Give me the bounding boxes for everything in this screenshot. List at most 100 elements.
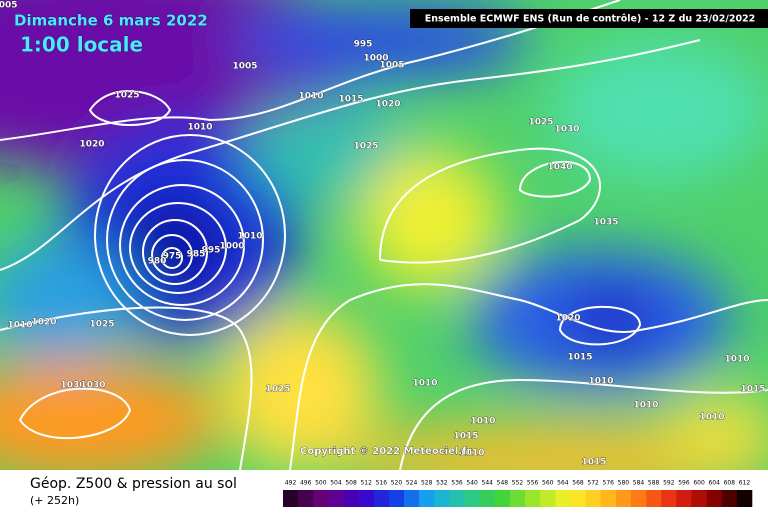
header-box (410, 9, 768, 28)
isobar-label: 1030 (80, 381, 105, 391)
color-swatch (509, 490, 526, 507)
field: 1005995100010051005102510101015102010101… (0, 0, 768, 470)
date: Dimanche 6 mars 2022 (14, 12, 208, 30)
isobar-label: 1025 (353, 142, 378, 152)
isobar-label: 1030 (60, 381, 85, 391)
isobar-label: 1015 (740, 385, 765, 395)
colorbar-label: 580 (618, 480, 630, 487)
color-swatch (736, 490, 753, 507)
color-swatch (328, 490, 344, 507)
isobar-label: 1010 (298, 92, 323, 102)
isobar-label: 1010 (588, 377, 613, 387)
colorbar-label: 556 (527, 480, 539, 487)
isobar-label: 1010 (470, 417, 495, 427)
colorbar-label: 548 (497, 480, 509, 487)
isobar-label: 1035 (593, 218, 618, 228)
color-swatch (419, 490, 435, 507)
color-swatch (494, 490, 511, 507)
color-swatch (600, 490, 617, 507)
isobar-label: 1010 (633, 401, 658, 411)
color-swatch (373, 490, 390, 507)
colorbar-label: 604 (708, 480, 720, 487)
color-swatch (646, 490, 662, 507)
time: 1:00 locale (20, 33, 143, 57)
isobar-label: 1025 (265, 385, 290, 395)
footer-title: Géop. Z500 & pression au sol (30, 476, 237, 492)
colorbar-label: 608 (724, 480, 736, 487)
lead-time: (+ 252h) (30, 494, 79, 507)
isobar-label: 1040 (547, 163, 572, 173)
isobar-label: 1010 (724, 355, 749, 365)
isobar-label: 1015 (581, 458, 606, 468)
isobar-label: 975 (163, 252, 182, 262)
colorbar-label: 584 (633, 480, 645, 487)
colorbar-label: 492 (285, 480, 297, 487)
color-swatch (343, 490, 359, 507)
color-swatch (721, 490, 738, 507)
isobar-label: 1010 (7, 321, 32, 331)
color-swatch (388, 490, 405, 507)
colorbar-label: 508 (345, 480, 357, 487)
color-swatch (313, 490, 329, 507)
copyright: Copyright © 2022 Meteociel.fr (300, 446, 471, 457)
isobar-label: 1020 (555, 314, 580, 324)
isobar-label: 1020 (79, 140, 104, 150)
colorbar-label: 596 (678, 480, 690, 487)
color-swatch (464, 490, 480, 507)
isobar-label: 1000 (363, 54, 388, 64)
isobar-label: 1010 (187, 123, 212, 133)
isobar-label: 1015 (453, 432, 478, 442)
color-swatch (661, 490, 677, 507)
color-swatch (570, 490, 586, 507)
colorbar-label: 536 (451, 480, 463, 487)
colorbar-label: 532 (436, 480, 448, 487)
isobar-label: 980 (148, 257, 167, 267)
isobar-label: 1020 (31, 318, 56, 328)
isobar-label: 1030 (554, 125, 579, 135)
colorbar: 492 496 500 504 508 512 516 520 524 528 532 536 540 5… (283, 480, 753, 507)
isobar-label: 1005 (379, 61, 404, 71)
colorbar-label: 600 (693, 480, 705, 487)
colorbar-label: 592 (663, 480, 675, 487)
color-swatch (404, 490, 420, 507)
isobar-label: 1010 (459, 449, 484, 459)
color-swatch (434, 490, 450, 507)
color-swatch (630, 490, 647, 507)
isobar-label: 995 (354, 40, 373, 50)
colorbar-label: 520 (391, 480, 403, 487)
color-swatch (358, 490, 375, 507)
colorbar-label: 524 (406, 480, 418, 487)
color-swatch (525, 490, 541, 507)
isobar-label: 985 (187, 250, 206, 260)
colorbar-label: 516 (376, 480, 388, 487)
isobar-label: 995 (202, 246, 221, 256)
color-swatch (585, 490, 602, 507)
isobar-label: 1010 (237, 232, 262, 242)
color-swatch (691, 490, 707, 507)
colorbar-label: 612 (739, 480, 751, 487)
isobar-label: 1025 (89, 320, 114, 330)
colorbar-label: 496 (300, 480, 312, 487)
color-swatch (676, 490, 692, 507)
colorbar-label: 512 (360, 480, 372, 487)
colorbar-label: 528 (421, 480, 433, 487)
colorbar-label: 572 (587, 480, 599, 487)
colorbar-label: 500 (315, 480, 327, 487)
isobar-label: 1000 (219, 242, 244, 252)
isobar-labels: 1005995100010051005102510101015102010101… (0, 0, 766, 468)
colorbar-label: 588 (648, 480, 660, 487)
isobar-label: 1025 (528, 118, 553, 128)
color-swatch (540, 490, 556, 507)
isobar-label: 1010 (699, 413, 724, 423)
isobar-label: 1015 (567, 353, 592, 363)
colorbar-label: 540 (466, 480, 478, 487)
isobar-label: 1015 (338, 95, 363, 105)
colorbar-label: 544 (482, 480, 494, 487)
color-swatch (283, 490, 299, 507)
color-swatch (615, 490, 632, 507)
color-swatch (706, 490, 723, 507)
colorbar-label: 552 (512, 480, 524, 487)
color-swatch (479, 490, 496, 507)
